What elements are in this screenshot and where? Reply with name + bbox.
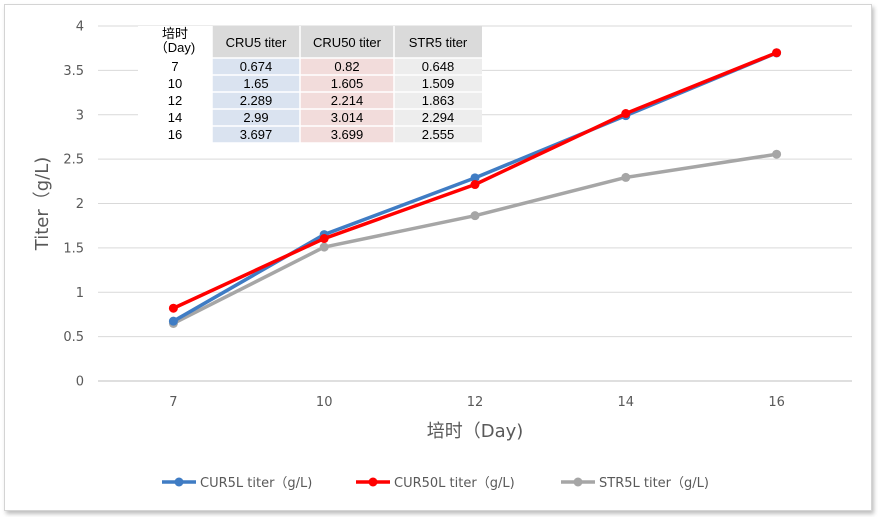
legend-marker — [573, 477, 583, 487]
y-tick-label: 2 — [76, 197, 84, 212]
table-cell — [212, 58, 300, 75]
table-cell — [138, 109, 212, 126]
data-point — [621, 172, 631, 182]
table-header-cell — [212, 26, 300, 58]
table-header-text: CRU5 titer — [226, 35, 287, 50]
x-tick-label: 7 — [169, 395, 177, 410]
series-1 — [168, 48, 782, 313]
table-header-cell — [300, 26, 394, 58]
table-cell — [138, 92, 212, 109]
table-cell-text: 1.605 — [331, 76, 364, 91]
y-tick-label: 0.5 — [63, 330, 84, 345]
table-cell — [394, 75, 482, 92]
legend-label: STR5L titer（g/L) — [599, 476, 709, 491]
legend-label: CUR5L titer（g/L) — [200, 476, 312, 491]
table-cell — [212, 109, 300, 126]
table-cell — [300, 58, 394, 75]
table-cell-text: 2.294 — [422, 110, 455, 125]
table-cell — [394, 92, 482, 109]
legend: CUR5L titer（g/L) CUR50L titer（g/L) STR5L t… — [162, 476, 709, 491]
y-tick-label: 2.5 — [63, 153, 84, 168]
table-cell-text: 12 — [168, 93, 182, 108]
table-cell-text: 1.509 — [422, 76, 455, 91]
data-point — [470, 211, 480, 221]
legend-item-2: STR5L titer（g/L) — [561, 476, 709, 491]
data-point — [470, 180, 480, 190]
table-cell — [138, 126, 212, 143]
data-point — [772, 149, 782, 159]
table-header-text: （Day) — [155, 40, 195, 55]
x-tick-label: 16 — [768, 395, 785, 410]
data-point — [772, 48, 782, 58]
legend-marker — [368, 477, 378, 487]
x-tick-label: 14 — [618, 395, 635, 410]
y-tick-label: 3 — [76, 108, 84, 123]
data-point — [168, 303, 178, 313]
data-table: 培时（Day) CRU5 titer CRU50 titer STR5 titer 7 0… — [138, 26, 482, 144]
table-cell-text: 1.863 — [422, 93, 455, 108]
table-cell-text: 3.014 — [331, 110, 364, 125]
x-tick-labels: 7 10 12 14 16 — [169, 395, 785, 410]
y-tick-label: 3.5 — [63, 64, 84, 79]
table-cell — [394, 58, 482, 75]
table-cell-text: 2.99 — [243, 110, 268, 125]
data-point — [319, 234, 329, 244]
table-cell — [212, 92, 300, 109]
table-cell — [300, 109, 394, 126]
series-lines — [168, 48, 782, 328]
x-tick-label: 10 — [316, 395, 333, 410]
table-cell-text: 2.555 — [422, 127, 455, 142]
table-cell — [212, 126, 300, 143]
table-cell-text: 7 — [171, 59, 178, 74]
data-point — [621, 109, 631, 119]
table-cell-text: 0.648 — [422, 59, 455, 74]
table-header-cell — [138, 26, 212, 58]
legend-marker — [174, 477, 184, 487]
table-cell-text: 14 — [168, 110, 182, 125]
table-cell-text: 0.674 — [240, 59, 273, 74]
x-tick-label: 12 — [467, 395, 484, 410]
table-cell-text: 3.699 — [331, 127, 364, 142]
x-axis-title: 培时（Day) — [427, 421, 524, 442]
data-point — [319, 242, 329, 252]
data-point — [168, 316, 178, 326]
table-header-text: STR5 titer — [409, 35, 468, 50]
y-tick-labels: 0 0.5 1 1.5 2 2.5 3 3.5 4 — [63, 20, 84, 390]
table-cell — [212, 75, 300, 92]
table-cell-text: 2.214 — [331, 93, 364, 108]
table-cell-text: 1.65 — [243, 76, 268, 91]
table-cell — [300, 126, 394, 143]
table-header-text: 培时 — [162, 26, 188, 41]
data-point — [470, 173, 480, 183]
table-header-text: CRU50 titer — [313, 35, 382, 50]
table-header-cell — [394, 26, 482, 58]
series-2 — [168, 149, 782, 328]
table-cell — [138, 58, 212, 75]
legend-label: CUR50L titer（g/L) — [394, 476, 515, 491]
y-axis-title: Titer（g/L) — [32, 157, 53, 252]
y-tick-label: 0 — [76, 375, 84, 390]
table-cell — [300, 75, 394, 92]
legend-item-1: CUR50L titer（g/L) — [356, 476, 515, 491]
table-cell — [394, 109, 482, 126]
table-cell-text: 3.697 — [240, 127, 273, 142]
table-cell-text: 10 — [168, 76, 182, 91]
table-cell-text: 16 — [168, 127, 182, 142]
table-cell — [138, 75, 212, 92]
table-cell-text: 2.289 — [240, 93, 273, 108]
legend-item-0: CUR5L titer（g/L) — [162, 476, 312, 491]
table-cell — [394, 126, 482, 143]
y-tick-label: 4 — [76, 20, 84, 35]
table-cell-text: 0.82 — [334, 59, 359, 74]
table-cell — [300, 92, 394, 109]
y-tick-label: 1 — [76, 286, 84, 301]
y-tick-label: 1.5 — [63, 241, 84, 256]
